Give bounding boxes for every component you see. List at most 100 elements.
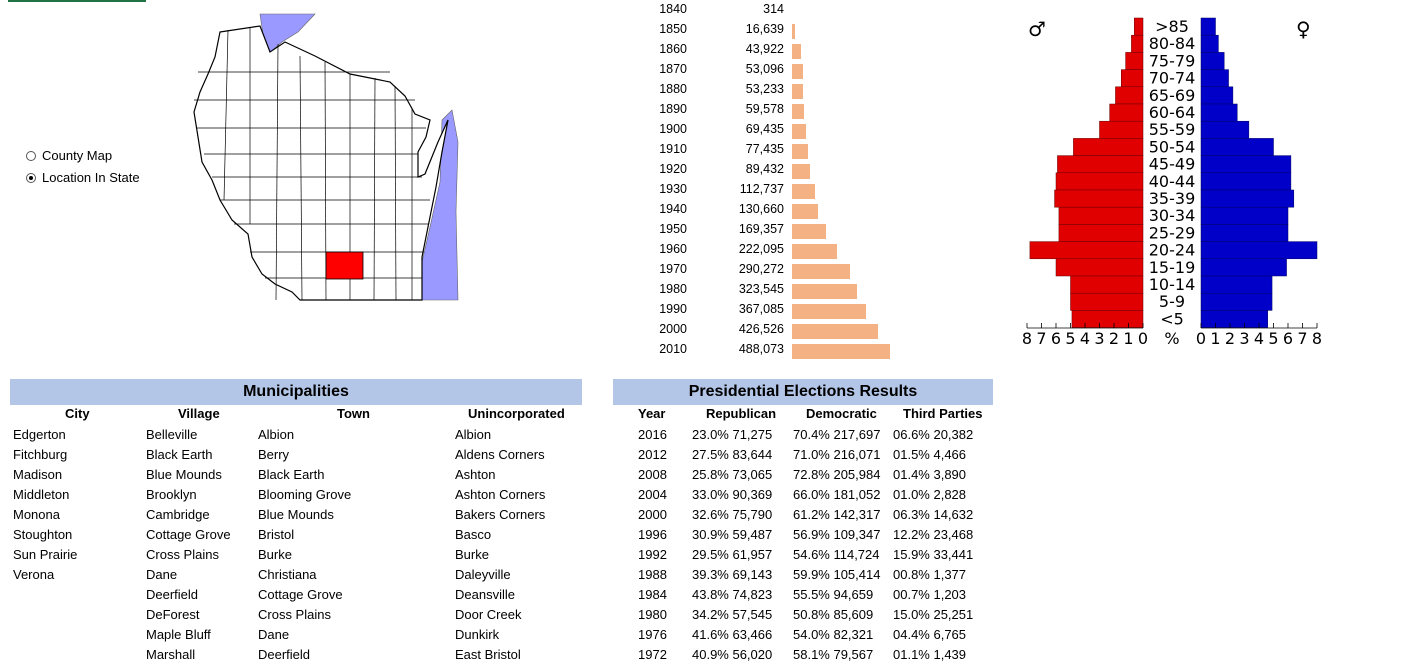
col-header-year: Year xyxy=(638,406,665,421)
third-parties-cell: 01.1% 1,439 xyxy=(893,647,966,662)
population-year: 1850 xyxy=(640,22,687,36)
republican-cell: 34.2% 57,545 xyxy=(692,607,772,622)
town-cell: Berry xyxy=(258,447,289,462)
city-cell: Monona xyxy=(13,507,60,522)
male-bar xyxy=(1056,173,1143,190)
female-bar xyxy=(1201,70,1229,87)
female-bar xyxy=(1201,259,1287,276)
village-cell: DeForest xyxy=(146,607,199,622)
col-header-democratic: Democratic xyxy=(806,406,877,421)
axis-unit-label: % xyxy=(1164,329,1179,348)
population-year: 1870 xyxy=(640,62,687,76)
female-bar xyxy=(1201,156,1291,173)
male-bar xyxy=(1121,70,1143,87)
radio-location-in-state-circle[interactable] xyxy=(26,173,36,183)
democratic-cell: 50.8% 85,609 xyxy=(793,607,873,622)
female-bar xyxy=(1201,242,1317,259)
radio-location-in-state-label: Location In State xyxy=(42,170,140,185)
male-bar xyxy=(1071,276,1144,293)
axis-tick-label: 5 xyxy=(1268,329,1278,348)
population-value: 53,096 xyxy=(700,62,784,76)
population-value: 53,233 xyxy=(700,82,784,96)
democratic-cell: 66.0% 181,052 xyxy=(793,487,880,502)
population-year: 1950 xyxy=(640,222,687,236)
town-cell: Dane xyxy=(258,627,289,642)
female-bar xyxy=(1201,104,1237,121)
unincorporated-cell: Dunkirk xyxy=(455,627,499,642)
age-group-label: <5 xyxy=(1160,309,1184,328)
town-cell: Cross Plains xyxy=(258,607,331,622)
radio-county-map[interactable]: County Map xyxy=(26,148,112,163)
population-year: 1840 xyxy=(640,2,687,16)
population-pyramid: ♂ ♀ >8580-8475-7970-7465-6960-6455-5950-… xyxy=(1020,10,1330,355)
population-bar xyxy=(792,44,801,59)
age-group-label: 80-84 xyxy=(1149,34,1196,53)
population-value: 222,095 xyxy=(700,242,784,256)
election-year-cell: 1984 xyxy=(638,587,667,602)
election-year-cell: 1988 xyxy=(638,567,667,582)
election-year-cell: 2012 xyxy=(638,447,667,462)
democratic-cell: 56.9% 109,347 xyxy=(793,527,880,542)
age-group-label: 60-64 xyxy=(1149,103,1196,122)
third-parties-cell: 06.3% 14,632 xyxy=(893,507,973,522)
radio-county-map-circle[interactable] xyxy=(26,151,36,161)
female-symbol: ♀ xyxy=(1296,17,1311,41)
republican-cell: 23.0% 71,275 xyxy=(692,427,772,442)
female-bar xyxy=(1201,224,1288,241)
age-group-label: 65-69 xyxy=(1149,86,1196,105)
population-value: 314 xyxy=(700,2,784,16)
population-value: 43,922 xyxy=(700,42,784,56)
population-year: 1960 xyxy=(640,242,687,256)
town-cell: Blooming Grove xyxy=(258,487,351,502)
town-cell: Cottage Grove xyxy=(258,587,343,602)
republican-cell: 41.6% 63,466 xyxy=(692,627,772,642)
population-bar xyxy=(792,204,818,219)
age-group-label: 30-34 xyxy=(1149,206,1196,225)
age-group-label: 15-19 xyxy=(1149,258,1196,277)
population-bar xyxy=(792,344,890,359)
democratic-cell: 55.5% 94,659 xyxy=(793,587,873,602)
population-row: 1960 222,095 xyxy=(640,240,900,260)
population-bar xyxy=(792,144,808,159)
radio-location-in-state[interactable]: Location In State xyxy=(26,170,140,185)
axis-tick-label: 2 xyxy=(1109,329,1119,348)
population-value: 89,432 xyxy=(700,162,784,176)
republican-cell: 29.5% 61,957 xyxy=(692,547,772,562)
village-cell: Belleville xyxy=(146,427,197,442)
unincorporated-cell: Bakers Corners xyxy=(455,507,545,522)
top-accent-bar xyxy=(8,0,146,2)
republican-cell: 30.9% 59,487 xyxy=(692,527,772,542)
axis-tick-label: 0 xyxy=(1196,329,1206,348)
age-group-label: 75-79 xyxy=(1149,51,1196,70)
population-bar xyxy=(792,264,850,279)
radio-county-map-label: County Map xyxy=(42,148,112,163)
democratic-cell: 58.1% 79,567 xyxy=(793,647,873,662)
male-bar xyxy=(1126,52,1143,69)
age-group-label: 20-24 xyxy=(1149,241,1196,260)
third-parties-cell: 12.2% 23,468 xyxy=(893,527,973,542)
population-bar xyxy=(792,324,878,339)
population-bar xyxy=(792,224,826,239)
male-bar xyxy=(1057,156,1143,173)
male-bar xyxy=(1073,138,1143,155)
village-cell: Black Earth xyxy=(146,447,212,462)
unincorporated-cell: Ashton Corners xyxy=(455,487,545,502)
city-cell: Verona xyxy=(13,567,54,582)
city-cell: Edgerton xyxy=(13,427,66,442)
female-bar xyxy=(1201,207,1288,224)
population-row: 1840 314 xyxy=(640,0,900,20)
third-parties-cell: 01.0% 2,828 xyxy=(893,487,966,502)
unincorporated-cell: Deansville xyxy=(455,587,515,602)
election-year-cell: 2000 xyxy=(638,507,667,522)
city-cell: Sun Prairie xyxy=(13,547,77,562)
village-cell: Dane xyxy=(146,567,177,582)
unincorporated-cell: Burke xyxy=(455,547,489,562)
